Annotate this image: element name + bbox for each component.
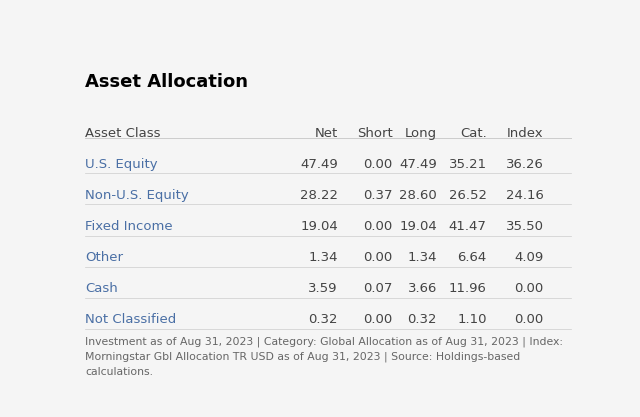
Text: 0.00: 0.00 [364, 220, 392, 233]
Text: 0.00: 0.00 [364, 251, 392, 264]
Text: 28.60: 28.60 [399, 189, 437, 202]
Text: 0.00: 0.00 [364, 158, 392, 171]
Text: Cash: Cash [85, 282, 118, 295]
Text: Index: Index [507, 127, 544, 140]
Text: Long: Long [405, 127, 437, 140]
Text: Non-U.S. Equity: Non-U.S. Equity [85, 189, 189, 202]
Text: 1.34: 1.34 [408, 251, 437, 264]
Text: 19.04: 19.04 [300, 220, 338, 233]
Text: Short: Short [356, 127, 392, 140]
Text: 26.52: 26.52 [449, 189, 486, 202]
Text: Investment as of Aug 31, 2023 | Category: Global Allocation as of Aug 31, 2023 |: Investment as of Aug 31, 2023 | Category… [85, 337, 563, 377]
Text: 24.16: 24.16 [506, 189, 544, 202]
Text: 1.34: 1.34 [308, 251, 338, 264]
Text: Fixed Income: Fixed Income [85, 220, 173, 233]
Text: Cat.: Cat. [460, 127, 486, 140]
Text: 35.50: 35.50 [506, 220, 544, 233]
Text: 0.37: 0.37 [363, 189, 392, 202]
Text: Asset Allocation: Asset Allocation [85, 73, 248, 90]
Text: 19.04: 19.04 [399, 220, 437, 233]
Text: 0.07: 0.07 [363, 282, 392, 295]
Text: 3.66: 3.66 [408, 282, 437, 295]
Text: 28.22: 28.22 [300, 189, 338, 202]
Text: 4.09: 4.09 [515, 251, 544, 264]
Text: 6.64: 6.64 [458, 251, 486, 264]
Text: 35.21: 35.21 [449, 158, 486, 171]
Text: Not Classified: Not Classified [85, 313, 176, 327]
Text: Asset Class: Asset Class [85, 127, 161, 140]
Text: 0.00: 0.00 [515, 282, 544, 295]
Text: 1.10: 1.10 [457, 313, 486, 327]
Text: 11.96: 11.96 [449, 282, 486, 295]
Text: 0.00: 0.00 [364, 313, 392, 327]
Text: 0.32: 0.32 [308, 313, 338, 327]
Text: 41.47: 41.47 [449, 220, 486, 233]
Text: 3.59: 3.59 [308, 282, 338, 295]
Text: 47.49: 47.49 [300, 158, 338, 171]
Text: U.S. Equity: U.S. Equity [85, 158, 157, 171]
Text: 47.49: 47.49 [399, 158, 437, 171]
Text: 0.00: 0.00 [515, 313, 544, 327]
Text: Other: Other [85, 251, 123, 264]
Text: Net: Net [315, 127, 338, 140]
Text: 36.26: 36.26 [506, 158, 544, 171]
Text: 0.32: 0.32 [408, 313, 437, 327]
